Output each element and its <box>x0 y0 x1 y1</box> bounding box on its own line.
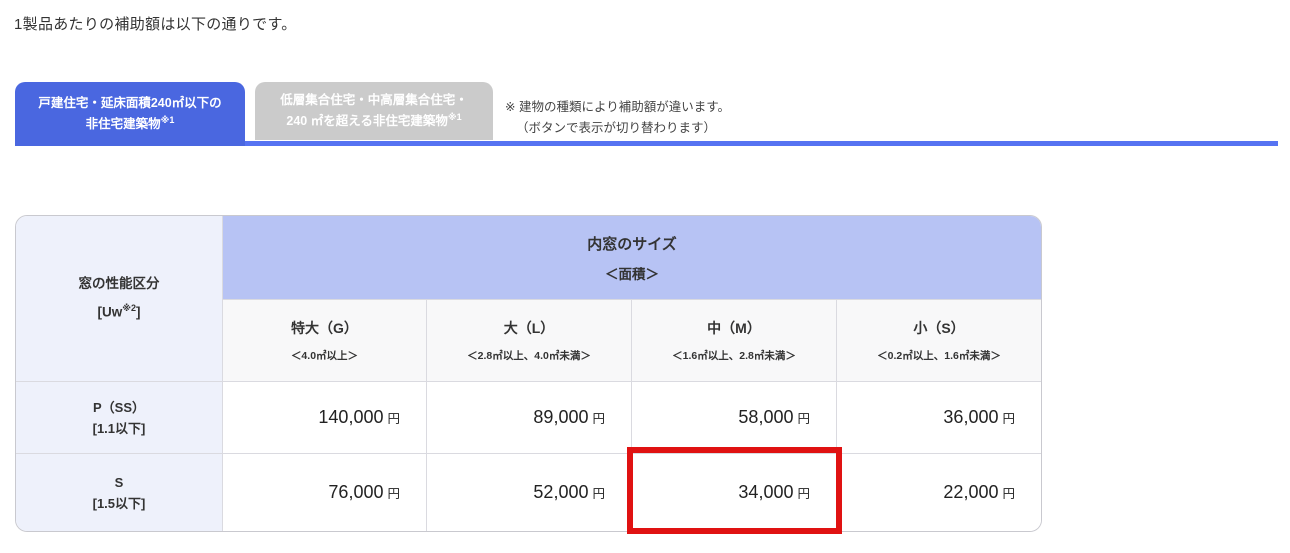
table-row: P（SS） [1.1以下] 140,000 円 89,000 円 58,000 円 3… <box>16 382 1041 454</box>
intro-text: 1製品あたりの補助額は以下の通りです。 <box>14 16 297 33</box>
row-axis-header: 窓の性能区分 [Uw※2] <box>16 216 223 382</box>
tab-underline <box>15 141 1278 146</box>
tab-note-line2: （ボタンで表示が切り替わります） <box>516 121 717 135</box>
value-cell: 140,000 円 <box>223 382 427 454</box>
footnote-marker: ※1 <box>160 115 175 126</box>
value-cell: 58,000 円 <box>632 382 837 454</box>
tab-label-line1: 戸建住宅・延床面積240㎡以下の <box>38 96 222 111</box>
tab-note-line1: ※ 建物の種類により補助額が違います。 <box>505 100 730 114</box>
value-cell: 89,000 円 <box>427 382 632 454</box>
tab-label-line2: 240 ㎡を超える非住宅建築物※1 <box>286 112 462 129</box>
value-cell: 52,000 円 <box>427 454 632 531</box>
tab-bar: 戸建住宅・延床面積240㎡以下の 非住宅建築物※1 低層集合住宅・中高層集合住宅… <box>0 0 1290 160</box>
col-header-xl: 特大（G） ＜4.0㎡以上＞ <box>223 300 427 382</box>
value-cell: 22,000 円 <box>837 454 1041 531</box>
row-header-p-ss: P（SS） [1.1以下] <box>16 382 223 454</box>
table-row: S [1.5以下] 76,000 円 52,000 円 34,000 円 22,000… <box>16 447 1041 534</box>
size-header-title: 内窓のサイズ <box>587 235 677 253</box>
footnote-marker: ※2 <box>122 303 136 314</box>
col-header-s: 小（S） ＜0.2㎡以上、1.6㎡未満＞ <box>837 300 1041 382</box>
footnote-marker: ※1 <box>447 112 462 123</box>
subsidy-table: 窓の性能区分 [Uw※2] 内窓のサイズ ＜面積＞ 特大（G） ＜4.0㎡以上＞… <box>15 215 1042 534</box>
value-cell: 76,000 円 <box>223 454 427 531</box>
row-header-s: S [1.5以下] <box>16 454 223 531</box>
tab-apartment-building[interactable]: 低層集合住宅・中高層集合住宅・ 240 ㎡を超える非住宅建築物※1 <box>255 82 493 140</box>
size-header-subtitle: ＜面積＞ <box>605 266 659 282</box>
row-axis-title: 窓の性能区分 <box>78 276 160 292</box>
value-cell-highlighted: 34,000 円 <box>627 447 842 534</box>
tab-detached-house[interactable]: 戸建住宅・延床面積240㎡以下の 非住宅建築物※1 <box>15 82 245 146</box>
col-header-l: 大（L） ＜2.8㎡以上、4.0㎡未満＞ <box>427 300 632 382</box>
col-header-m: 中（M） ＜1.6㎡以上、2.8㎡未満＞ <box>632 300 837 382</box>
tab-label-line2: 非住宅建築物※1 <box>85 115 175 132</box>
tab-note: ※ 建物の種類により補助額が違います。 （ボタンで表示が切り替わります） <box>505 97 730 139</box>
tab-label-line1: 低層集合住宅・中高層集合住宅・ <box>280 93 468 108</box>
row-axis-subtitle: [Uw※2] <box>97 303 141 320</box>
subsidy-table-grid: 窓の性能区分 [Uw※2] 内窓のサイズ ＜面積＞ 特大（G） ＜4.0㎡以上＞… <box>15 215 1042 534</box>
value-cell: 36,000 円 <box>837 382 1041 454</box>
size-header-band: 内窓のサイズ ＜面積＞ <box>223 216 1041 300</box>
